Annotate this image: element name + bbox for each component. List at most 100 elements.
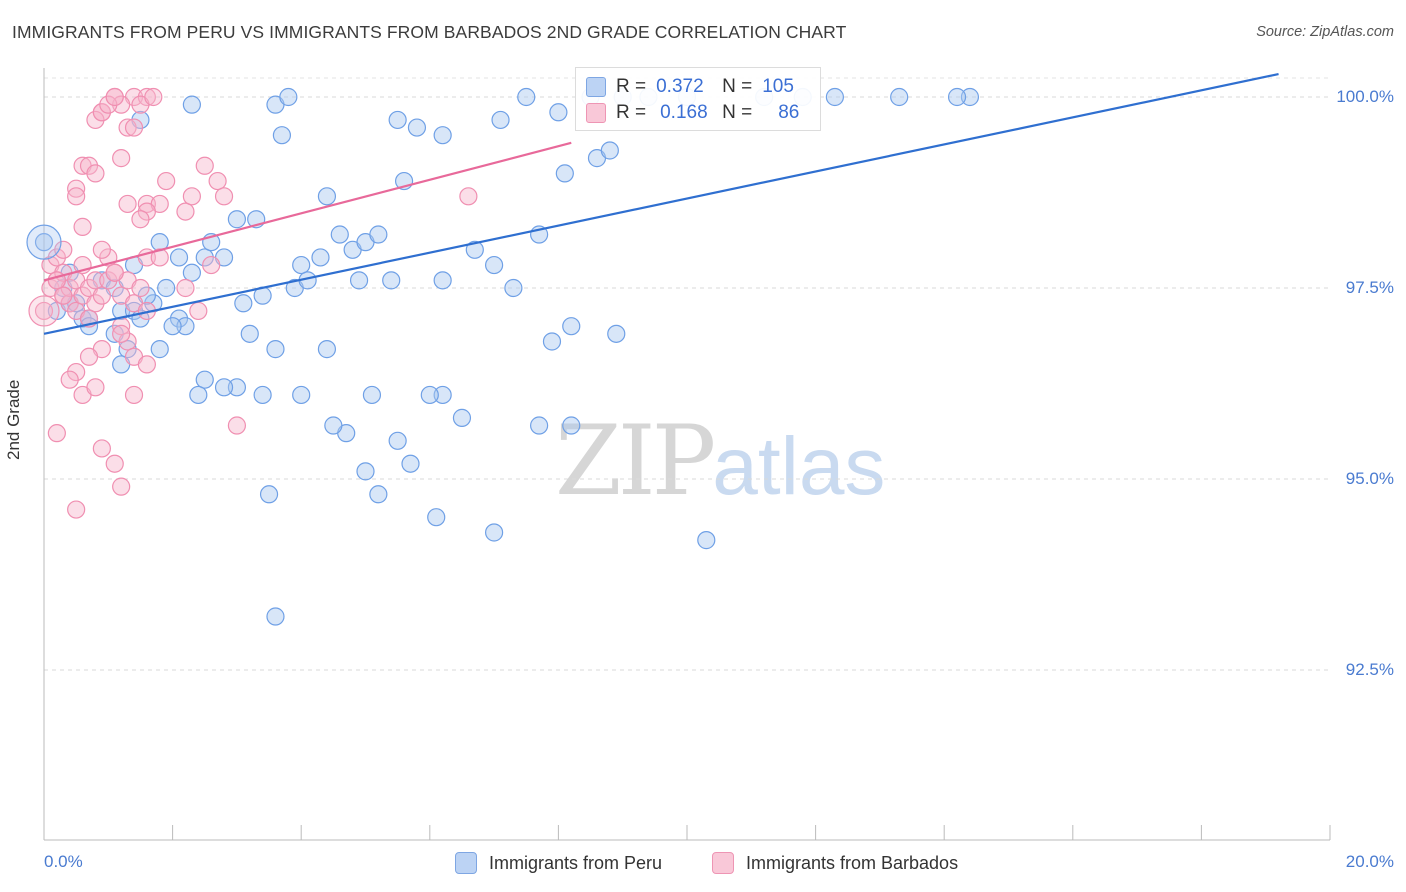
data-point-peru [169, 309, 189, 328]
data-point-peru [388, 431, 407, 450]
data-point-barbados [60, 370, 79, 389]
series-legend: Immigrants from Peru Immigrants from Bar… [0, 852, 1406, 878]
data-point-peru [433, 126, 452, 145]
data-point-barbados [182, 187, 201, 206]
data-point-peru [26, 224, 62, 260]
data-point-barbados [144, 87, 163, 107]
chart-title: IMMIGRANTS FROM PERU VS IMMIGRANTS FROM … [12, 22, 847, 42]
data-point-peru [317, 187, 337, 206]
legend-n-label: N = [722, 76, 753, 97]
data-point-peru [34, 233, 54, 252]
data-point-peru [401, 454, 420, 473]
data-point-peru [960, 87, 980, 107]
data-point-peru [195, 370, 214, 389]
data-point-peru [272, 126, 292, 145]
data-point-barbados [92, 240, 111, 259]
data-point-peru [169, 248, 189, 267]
data-point-peru [240, 324, 259, 343]
data-point-peru [349, 271, 369, 290]
legend-row-barbados: R = 0.168 N = 86 [586, 101, 799, 125]
data-point-peru [266, 340, 285, 359]
data-point-peru [73, 309, 92, 328]
data-point-barbados [112, 149, 131, 168]
legend-r-label: R = [616, 76, 647, 97]
legend-r-value-peru: 0.372 [656, 76, 704, 97]
data-point-barbados [105, 454, 124, 473]
data-point-barbados [195, 156, 214, 175]
y-tick-label: 95.0% [1345, 469, 1394, 488]
data-point-barbados [86, 378, 105, 397]
legend-row-peru: R = 0.372 N = 105 [586, 75, 794, 99]
data-point-peru [607, 324, 626, 343]
data-point-peru [182, 95, 201, 114]
data-point-barbados [86, 164, 105, 183]
data-point-peru [317, 340, 337, 359]
series-legend-label-peru: Immigrants from Peru [489, 852, 663, 873]
data-point-peru [195, 248, 214, 267]
trend-line-barbados [43, 141, 572, 282]
data-point-barbados [208, 171, 227, 191]
data-point-barbados [79, 347, 99, 366]
data-point-barbados [112, 324, 131, 343]
data-point-barbados [92, 286, 111, 305]
data-point-barbados [67, 362, 86, 382]
data-point-peru [369, 225, 388, 244]
data-point-peru [292, 385, 311, 405]
data-point-peru [562, 416, 581, 435]
data-point-peru [227, 378, 246, 397]
legend-swatch-peru [586, 77, 606, 97]
data-point-barbados [99, 95, 118, 114]
data-point-peru [311, 248, 330, 267]
data-point-peru [504, 278, 523, 298]
data-point-barbados [105, 263, 124, 282]
data-point-peru [697, 531, 716, 550]
watermark-atlas: atlas [712, 421, 886, 512]
data-point-barbados [86, 271, 105, 290]
data-point-barbados [54, 240, 73, 259]
legend-n-value-barbados: 86 [778, 102, 800, 123]
data-point-barbados [459, 187, 478, 206]
data-point-barbados [67, 187, 86, 206]
data-point-peru [118, 340, 137, 359]
data-point-barbados [124, 385, 144, 405]
data-point-barbados [150, 248, 169, 267]
series-legend-label-barbados: Immigrants from Barbados [746, 852, 959, 873]
data-point-barbados [124, 118, 144, 137]
data-point-peru [420, 385, 439, 405]
data-point-peru [369, 485, 388, 504]
data-point-barbados [176, 278, 195, 298]
data-point-peru [433, 271, 452, 290]
data-point-barbados [176, 202, 195, 221]
data-point-peru [517, 87, 536, 107]
data-point-peru [491, 110, 510, 130]
data-point-barbados [67, 179, 86, 198]
data-point-peru [485, 255, 504, 275]
data-point-barbados [34, 301, 54, 321]
trend-line-peru [43, 73, 1279, 335]
data-point-barbados [92, 439, 111, 458]
x-tick-label-min: 0.0% [44, 852, 83, 871]
correlation-legend: R = 0.372 N = 105 R = 0.168 N = 86 [575, 67, 821, 131]
data-point-barbados [112, 95, 131, 114]
data-point-peru [157, 278, 176, 298]
data-point-barbados [47, 424, 66, 443]
data-point-peru [388, 110, 407, 130]
series-legend-item-peru[interactable]: Immigrants from Peru [455, 852, 662, 874]
data-point-peru [562, 317, 581, 336]
data-point-barbados [47, 248, 66, 267]
series-legend-item-barbados[interactable]: Immigrants from Barbados [712, 852, 958, 874]
data-point-peru [259, 485, 279, 504]
data-point-barbados [112, 477, 131, 496]
legend-r-value-barbados: 0.168 [660, 102, 708, 123]
series-legend-swatch-peru [455, 852, 477, 874]
y-tick-label: 100.0% [1336, 87, 1394, 106]
watermark: ZIPatlas [555, 405, 885, 517]
data-point-peru [465, 240, 484, 259]
data-point-barbados [73, 217, 92, 236]
data-point-peru [433, 385, 452, 405]
data-point-peru [549, 103, 568, 122]
data-point-peru [530, 416, 549, 435]
data-point-peru [485, 523, 504, 542]
data-point-barbados [227, 416, 246, 435]
data-point-peru [600, 141, 619, 160]
